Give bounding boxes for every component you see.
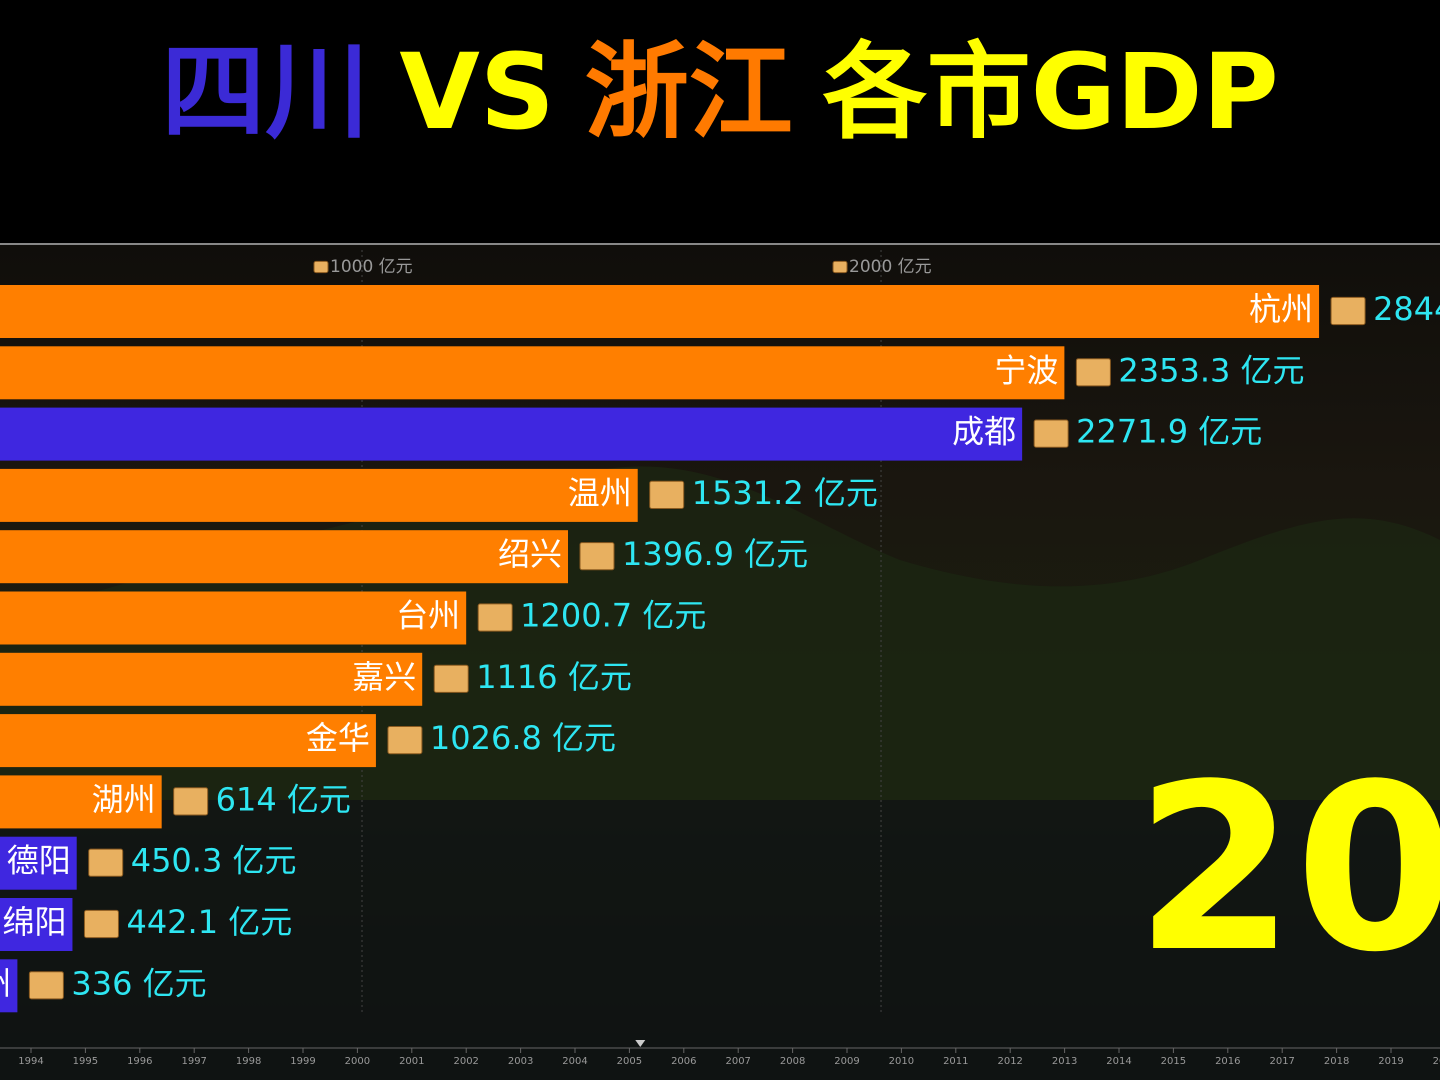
bar: [0, 959, 18, 1013]
title-part: 四川: [161, 31, 369, 153]
bar: [0, 836, 77, 890]
money-icon: [1033, 419, 1069, 448]
value-label: 1116 亿元: [476, 658, 632, 696]
value-label: 450.3 亿元: [131, 842, 297, 880]
value-label: 1396.9 亿元: [622, 535, 808, 573]
bar: [0, 775, 162, 829]
timeline-label: 1996: [127, 1056, 152, 1067]
timeline-label: 2010: [889, 1056, 914, 1067]
value-label: 2271.9 亿元: [1076, 413, 1262, 451]
title-part: 浙江: [585, 31, 793, 153]
title-part: VS: [399, 31, 554, 153]
bar-name: 宁波: [994, 351, 1058, 389]
timeline-label: 2005: [617, 1056, 642, 1067]
bar: [0, 407, 1023, 461]
timeline-label: 2019: [1378, 1056, 1403, 1067]
lake: [0, 800, 1440, 1080]
money-icon: [433, 664, 469, 693]
value-label: 336 亿元: [71, 964, 206, 1002]
timeline-label: 2000: [345, 1056, 370, 1067]
timeline-label: 2013: [1052, 1056, 1077, 1067]
money-icon: [1075, 358, 1111, 387]
bar-name: 台州: [396, 597, 460, 635]
timeline-marker: [635, 1040, 646, 1047]
timeline-label: 2020: [1433, 1056, 1440, 1067]
title-part: 各市GDP: [823, 31, 1279, 153]
value-label: 2353.3 亿元: [1118, 351, 1304, 389]
bar: [0, 285, 1320, 338]
value-label: 442.1 亿元: [126, 903, 292, 941]
timeline-label: 2017: [1269, 1056, 1294, 1067]
value-label: 614 亿元: [216, 780, 351, 818]
bar: [0, 530, 569, 584]
bar-name: 绵阳: [2, 903, 66, 941]
timeline-label: 2006: [671, 1056, 696, 1067]
bar: [0, 714, 376, 768]
timeline-label: 2015: [1161, 1056, 1186, 1067]
timeline-label: 1997: [181, 1056, 206, 1067]
money-icon: [83, 909, 119, 939]
bar-name: 绍兴: [498, 535, 562, 573]
timeline-label: 2009: [834, 1056, 859, 1067]
timeline-label: 2011: [943, 1056, 968, 1067]
timeline-label: 1999: [290, 1056, 315, 1067]
timeline-label: 1995: [73, 1056, 98, 1067]
value-label: 2844 亿元: [1373, 290, 1440, 328]
value-label: 1026.8 亿元: [430, 719, 616, 757]
timeline-label: 1998: [236, 1056, 261, 1067]
money-icon: [28, 971, 64, 1000]
bar-name: 温州: [568, 474, 632, 512]
year-label: 2005: [1135, 736, 1440, 1003]
bar-name: 金华: [306, 719, 370, 757]
value-label: 1200.7 亿元: [520, 597, 706, 635]
timeline-label: 2012: [997, 1056, 1022, 1067]
bar-name: 州: [0, 964, 11, 1002]
bar-name: 德阳: [7, 842, 71, 880]
money-icon: [579, 542, 615, 571]
bar-name: 嘉兴: [352, 658, 416, 696]
bar: [0, 652, 423, 706]
timeline-label: 2018: [1324, 1056, 1349, 1067]
timeline-label: 2002: [453, 1056, 478, 1067]
money-icon: [173, 787, 209, 816]
timeline-label: 2014: [1106, 1056, 1131, 1067]
x-tick-label: 2000 亿元: [849, 257, 932, 277]
money-icon: [832, 260, 848, 274]
bar: [0, 898, 73, 951]
timeline-label: 2008: [780, 1056, 805, 1067]
money-icon: [1330, 296, 1366, 326]
timeline-label: 2001: [399, 1056, 424, 1067]
money-icon: [313, 260, 329, 274]
bar: [0, 591, 467, 645]
timeline-label: 2003: [508, 1056, 533, 1067]
money-icon: [477, 603, 513, 632]
bar: [0, 468, 638, 522]
bar-name: 湖州: [92, 780, 156, 818]
bar-name: 成都: [952, 413, 1016, 451]
timeline-label: 2016: [1215, 1056, 1240, 1067]
timeline-label: 2004: [562, 1056, 587, 1067]
bar-name: 杭州: [1249, 290, 1313, 328]
money-icon: [88, 848, 124, 877]
x-tick-label: 1000 亿元: [330, 257, 413, 277]
value-label: 1531.2 亿元: [692, 474, 878, 512]
timeline-label: 2007: [725, 1056, 750, 1067]
title-band: [0, 0, 1440, 243]
money-icon: [649, 480, 685, 509]
bar: [0, 346, 1065, 400]
chart-title: 四川 VS 浙江 各市GDP: [161, 31, 1278, 153]
timeline-label: 1994: [18, 1056, 43, 1067]
money-icon: [387, 726, 423, 755]
